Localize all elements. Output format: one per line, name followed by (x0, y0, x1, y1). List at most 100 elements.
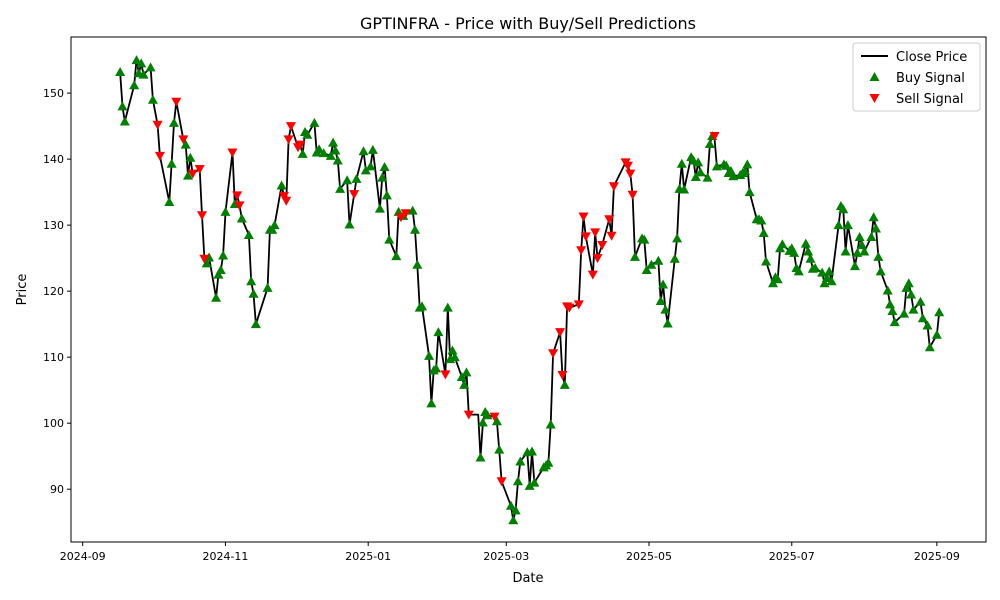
sell-signal-marker (232, 191, 243, 201)
sell-signal-marker (496, 477, 507, 487)
x-tick-label: 2025-09 (914, 550, 960, 563)
buy-signal-marker (426, 398, 437, 408)
buy-signal-marker (840, 246, 851, 256)
buy-signal-marker (695, 167, 706, 177)
series-marks (115, 55, 945, 525)
buy-signal-marker (505, 500, 516, 510)
buy-signal-marker (456, 371, 467, 381)
buy-signal-marker (646, 259, 657, 269)
buy-signal-marker (309, 117, 320, 127)
buy-signal-marker (482, 410, 493, 420)
buy-signal-marker (885, 299, 896, 309)
sell-signal-marker (395, 213, 406, 223)
buy-signal-marker (756, 215, 767, 225)
buy-signal-marker (185, 152, 196, 162)
buy-signal-marker (866, 232, 877, 242)
buy-signal-marker (166, 158, 177, 168)
buy-signal-marker (459, 379, 470, 389)
buy-signal-marker (276, 180, 287, 190)
buy-signal-marker (662, 318, 673, 328)
x-tick-label: 2024-09 (60, 550, 106, 563)
buy-signal-marker (211, 292, 222, 302)
buy-signal-marker (817, 267, 828, 277)
sell-signal-marker (197, 211, 208, 221)
sell-signal-marker (622, 161, 633, 171)
sell-signal-marker (592, 254, 603, 264)
buy-signal-marker (168, 117, 179, 127)
buy-signal-marker (447, 345, 458, 355)
x-axis-label: Date (512, 571, 543, 586)
buy-signal-marker (653, 255, 664, 265)
buy-signal-marker (873, 251, 884, 261)
buy-signal-marker (246, 276, 257, 286)
buy-signal-marker (335, 183, 346, 193)
buy-signal-marker (559, 379, 570, 389)
buy-signal-marker (758, 228, 769, 238)
buy-signal-marker (412, 259, 423, 269)
buy-signal-marker (433, 327, 444, 337)
buy-signal-marker (262, 282, 273, 292)
buy-signal-marker (449, 352, 460, 362)
buy-signal-marker (906, 289, 917, 299)
buy-signal-marker (793, 266, 804, 276)
sell-signal-marker (573, 300, 584, 310)
buy-signal-marker (810, 263, 821, 273)
sell-signal-marker (463, 410, 474, 420)
sell-signal-marker (578, 212, 589, 222)
sell-signal-marker (709, 132, 720, 142)
buy-signal-marker (384, 234, 395, 244)
buy-signal-marker (887, 305, 898, 315)
y-tick-label: 150 (43, 87, 64, 100)
sell-signal-marker (557, 370, 568, 380)
buy-signal-marker (477, 417, 488, 427)
buy-signal-marker (545, 419, 556, 429)
buy-signal-marker (267, 224, 278, 234)
buy-signal-marker (424, 350, 435, 360)
buy-signal-marker (213, 269, 224, 279)
buy-signal-marker (243, 230, 254, 240)
buy-signal-marker (931, 329, 942, 339)
buy-signal-marker (342, 175, 353, 185)
buy-signal-marker (391, 251, 402, 261)
buy-signal-marker (833, 220, 844, 230)
sell-signal-marker (194, 165, 205, 175)
buy-signal-marker (365, 161, 376, 171)
y-tick-label: 90 (50, 483, 64, 496)
buy-signal-marker (407, 205, 418, 215)
buy-signal-marker (129, 80, 140, 90)
buy-signal-marker (183, 170, 194, 180)
y-axis-label: Price (15, 274, 30, 306)
sell-signal-marker (580, 232, 591, 242)
y-tick-label: 130 (43, 219, 64, 232)
buy-signal-marker (512, 476, 523, 486)
buy-signal-marker (358, 146, 369, 156)
x-tick-label: 2025-03 (483, 550, 529, 563)
buy-signal-marker (693, 157, 704, 167)
buy-signal-marker (236, 213, 247, 223)
sell-signal-marker (587, 270, 598, 280)
buy-signal-marker (147, 94, 158, 104)
buy-signal-marker (381, 190, 392, 200)
sell-signal-marker (489, 412, 500, 422)
buy-signal-marker (515, 456, 526, 466)
buy-signal-marker (875, 266, 886, 276)
buy-signal-marker (742, 159, 753, 169)
sell-signal-marker (171, 97, 182, 107)
buy-signal-marker (655, 296, 666, 306)
buy-signal-marker (744, 187, 755, 197)
x-axis: 2024-09 2024-11 2025-01 2025-03 2025-05 2025-… (60, 542, 960, 563)
legend: Close Price Buy Signal Sell Signal (852, 42, 981, 112)
y-tick-label: 140 (43, 153, 64, 166)
y-axis: 90 100 110 120 130 140 150 (43, 87, 71, 496)
buy-signal-marker (332, 155, 343, 165)
buy-signal-marker (374, 203, 385, 213)
buy-signal-marker (777, 239, 788, 249)
sell-signal-marker (283, 135, 294, 145)
buy-signal-marker (924, 342, 935, 352)
sell-signal-marker (152, 120, 163, 130)
buy-signal-marker (164, 197, 175, 207)
buy-signal-marker (494, 444, 505, 454)
buy-signal-marker (915, 296, 926, 306)
buy-signal-marker (330, 145, 341, 155)
